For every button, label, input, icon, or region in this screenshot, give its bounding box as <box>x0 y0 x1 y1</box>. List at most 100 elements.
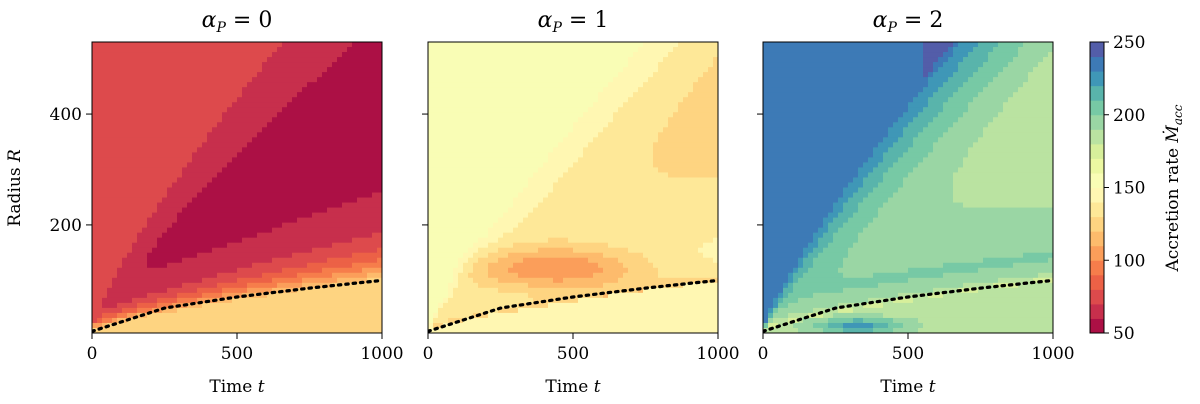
heatmap-cell <box>297 262 303 269</box>
heatmap-cell <box>232 47 238 53</box>
heatmap-cell <box>177 257 183 264</box>
heatmap-cell <box>528 122 534 128</box>
heatmap-cell <box>137 277 143 284</box>
heatmap-cell <box>272 112 278 118</box>
heatmap-cell <box>488 237 494 244</box>
heatmap-cell <box>282 227 288 234</box>
heatmap-cell <box>458 142 464 148</box>
heatmap-cell <box>543 142 549 148</box>
heatmap-cell <box>252 62 258 68</box>
heatmap-cell <box>282 232 288 239</box>
heatmap-cell <box>528 102 534 108</box>
heatmap-cell <box>493 197 499 204</box>
heatmap-cell <box>157 267 163 274</box>
heatmap-cell <box>282 327 288 333</box>
heatmap-cell <box>297 62 303 68</box>
heatmap-cell <box>448 267 454 274</box>
heatmap-cell <box>142 62 148 68</box>
panel-title: αP = 0 <box>202 8 273 36</box>
heatmap-cell <box>132 257 138 264</box>
heatmap-cell <box>232 132 238 138</box>
heatmap-cell <box>157 287 163 294</box>
heatmap-cell <box>237 292 243 299</box>
heatmap-cell <box>97 222 103 229</box>
heatmap-cell <box>92 312 98 319</box>
heatmap-cell <box>377 117 382 123</box>
heatmap-cell <box>217 227 223 234</box>
heatmap-cell <box>272 77 278 83</box>
heatmap-cell <box>317 42 323 48</box>
heatmap-cell <box>337 227 343 234</box>
heatmap-cell <box>217 302 223 309</box>
heatmap-cell <box>137 267 143 274</box>
heatmap-cell <box>332 267 338 274</box>
heatmap-cell <box>192 97 198 103</box>
heatmap-cell <box>267 247 273 254</box>
heatmap-cell <box>277 122 283 128</box>
heatmap-cell <box>558 237 564 244</box>
heatmap-cell <box>438 212 444 219</box>
heatmap-cell <box>202 42 208 48</box>
heatmap-cell <box>92 77 98 83</box>
heatmap-cell <box>217 187 223 194</box>
heatmap-cell <box>142 127 148 133</box>
heatmap-cell <box>352 297 358 304</box>
heatmap-cell <box>157 327 163 333</box>
heatmap-cell <box>438 52 444 58</box>
heatmap-cell <box>112 257 118 264</box>
heatmap-cell <box>322 42 328 48</box>
heatmap-cell <box>92 267 98 274</box>
heatmap-cell <box>307 112 313 118</box>
heatmap-cell <box>262 52 268 58</box>
heatmap-cell <box>147 252 153 259</box>
heatmap-cell <box>317 147 323 153</box>
heatmap-cell <box>147 202 153 209</box>
heatmap-cell <box>428 132 434 138</box>
heatmap-cell <box>122 262 128 269</box>
heatmap-cell <box>227 157 233 164</box>
heatmap-cell <box>448 227 454 234</box>
heatmap-cell <box>367 87 373 93</box>
heatmap-cell <box>127 197 133 204</box>
heatmap-cell <box>558 92 564 98</box>
heatmap-cell <box>458 277 464 284</box>
heatmap-cell <box>503 67 509 73</box>
heatmap-cell <box>207 212 213 219</box>
heatmap-cell <box>443 327 449 333</box>
heatmap-cell <box>97 282 103 289</box>
heatmap-cell <box>458 62 464 68</box>
heatmap-cell <box>332 222 338 229</box>
heatmap-cell <box>267 262 273 269</box>
heatmap-cell <box>483 167 489 174</box>
heatmap-cell <box>207 57 213 63</box>
heatmap-cell <box>553 142 559 148</box>
heatmap-cell <box>212 322 218 329</box>
heatmap-cell <box>147 147 153 153</box>
heatmap-cell <box>287 147 293 153</box>
heatmap-cell <box>488 197 494 204</box>
heatmap-cell <box>513 222 519 229</box>
heatmap-cell <box>217 157 223 164</box>
heatmap-cell <box>438 192 444 199</box>
heatmap-cell <box>332 142 338 148</box>
heatmap-cell <box>147 42 153 48</box>
heatmap-cell <box>548 107 554 113</box>
heatmap-cell <box>177 322 183 329</box>
heatmap-cell <box>508 322 514 329</box>
heatmap-cell <box>347 327 353 333</box>
heatmap-cell <box>207 77 213 83</box>
heatmap-cell <box>142 292 148 299</box>
heatmap-cell <box>192 72 198 78</box>
heatmap-cell <box>157 82 163 88</box>
heatmap-cell <box>528 302 534 309</box>
heatmap-cell <box>267 62 273 68</box>
heatmap-cell <box>102 157 108 164</box>
heatmap-cell <box>232 52 238 58</box>
heatmap-cell <box>433 42 439 48</box>
heatmap-cell <box>483 317 489 324</box>
heatmap-cell <box>212 282 218 289</box>
heatmap-cell <box>538 162 544 169</box>
heatmap-cell <box>182 272 188 279</box>
heatmap-cell <box>312 212 318 219</box>
heatmap-cell <box>538 327 544 333</box>
